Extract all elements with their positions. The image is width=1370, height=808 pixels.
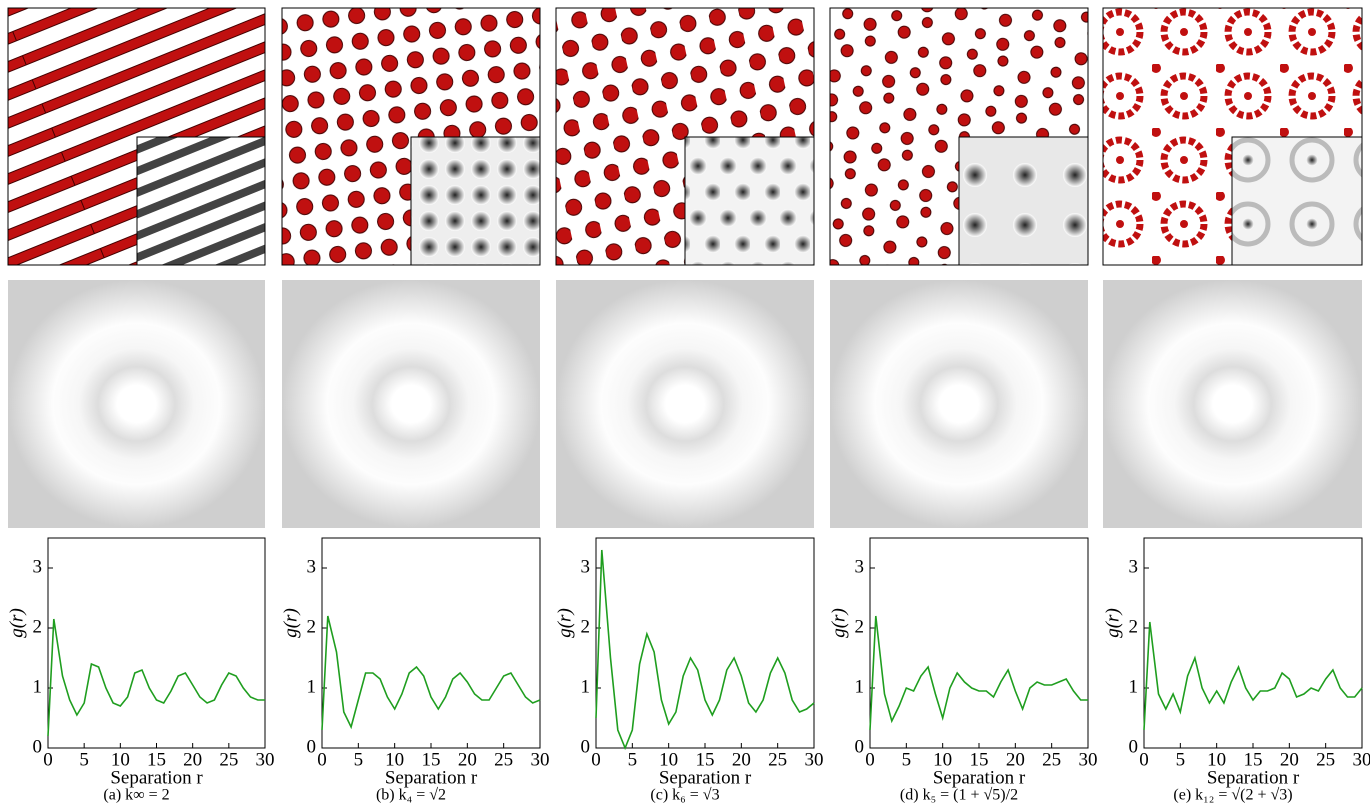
y-tick-label: 2 <box>581 616 591 637</box>
y-tick-label: 1 <box>581 676 591 697</box>
caption: (a) k∞ = 2 <box>103 787 169 804</box>
y-tick-label: 3 <box>1129 556 1139 577</box>
y-axis-label: g(r) <box>1102 608 1123 638</box>
x-tick-label: 5 <box>902 749 912 770</box>
y-tick-label: 0 <box>855 736 865 757</box>
y-tick-label: 0 <box>1129 736 1139 757</box>
diffraction-images <box>8 280 1362 528</box>
plot-frame <box>1144 538 1362 748</box>
x-axis-label: Separation r <box>659 767 752 788</box>
g-curve <box>870 616 1088 730</box>
y-tick-label: 2 <box>307 616 317 637</box>
x-tick-label: 0 <box>591 749 601 770</box>
y-tick-label: 1 <box>1129 676 1139 697</box>
y-tick-label: 0 <box>307 736 317 757</box>
x-tick-label: 5 <box>628 749 638 770</box>
y-tick-label: 2 <box>855 616 865 637</box>
x-tick-label: 25 <box>1042 749 1061 770</box>
x-tick-label: 25 <box>768 749 787 770</box>
x-tick-label: 5 <box>354 749 364 770</box>
caption: (e) k₁₂ = √(2 + √3) <box>1173 787 1292 804</box>
y-tick-label: 3 <box>307 556 317 577</box>
caption: (b) k₄ = √2 <box>376 787 446 804</box>
y-tick-label: 1 <box>33 676 43 697</box>
figure: 0510152025300123Separation rg(r)(a) k∞ =… <box>0 0 1370 808</box>
x-tick-label: 0 <box>1139 749 1149 770</box>
y-tick-label: 3 <box>581 556 591 577</box>
x-tick-label: 5 <box>1176 749 1186 770</box>
g-curve <box>596 550 814 748</box>
x-axis-label: Separation r <box>1207 767 1300 788</box>
x-tick-label: 25 <box>219 749 238 770</box>
y-tick-label: 2 <box>33 616 43 637</box>
x-tick-label: 0 <box>317 749 327 770</box>
x-tick-label: 0 <box>43 749 53 770</box>
x-tick-label: 30 <box>1353 749 1370 770</box>
y-tick-label: 1 <box>307 676 317 697</box>
g-curve <box>1144 622 1362 730</box>
y-axis-label: g(r) <box>828 608 849 638</box>
y-axis-label: g(r) <box>280 608 301 638</box>
g-curve <box>48 619 265 736</box>
plot-frame <box>870 538 1088 748</box>
x-tick-label: 30 <box>256 749 275 770</box>
plot-frame <box>596 538 814 748</box>
x-tick-label: 0 <box>865 749 875 770</box>
particle-images <box>8 8 1362 265</box>
x-axis-label: Separation r <box>110 767 203 788</box>
x-tick-label: 25 <box>494 749 513 770</box>
y-tick-label: 2 <box>1129 616 1139 637</box>
x-axis-label: Separation r <box>385 767 478 788</box>
y-tick-label: 0 <box>33 736 43 757</box>
g-curve <box>322 616 540 730</box>
y-tick-label: 3 <box>855 556 865 577</box>
y-tick-label: 0 <box>581 736 591 757</box>
y-tick-label: 3 <box>33 556 43 577</box>
x-tick-label: 30 <box>531 749 550 770</box>
plot-frame <box>48 538 265 748</box>
x-tick-label: 30 <box>1079 749 1098 770</box>
x-axis-label: Separation r <box>933 767 1026 788</box>
y-axis-label: g(r) <box>554 608 575 638</box>
y-tick-label: 1 <box>855 676 865 697</box>
caption: (c) k₆ = √3 <box>650 787 719 804</box>
x-tick-label: 30 <box>805 749 824 770</box>
y-axis-label: g(r) <box>6 608 27 638</box>
x-tick-label: 5 <box>79 749 89 770</box>
x-tick-label: 25 <box>1316 749 1335 770</box>
caption: (d) k₅ = (1 + √5)/2 <box>900 787 1018 804</box>
